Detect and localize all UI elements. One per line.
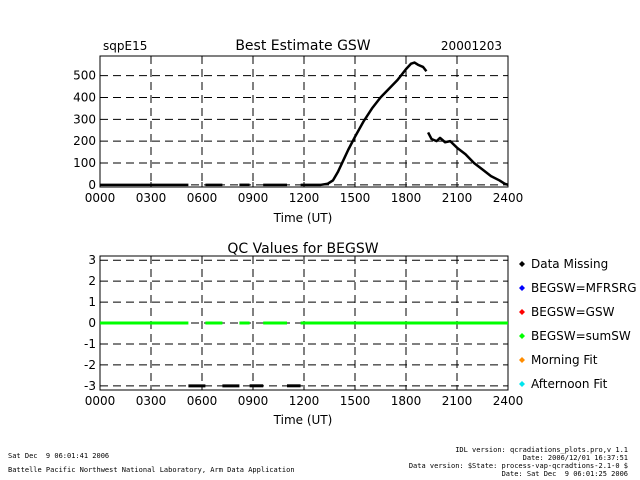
bottom-x-tick-label: 0600 <box>187 394 218 408</box>
top-x-tick-label: 0000 <box>85 191 116 205</box>
station-label: sqpE15 <box>103 39 147 53</box>
footer-right-line2: Date: 2006/12/01 16:37:51 <box>522 454 628 462</box>
bottom-x-tick-label: 1200 <box>289 394 320 408</box>
top-y-tick-label: 100 <box>73 156 96 170</box>
bottom-x-tick-label: 2400 <box>493 394 524 408</box>
footer-left-line2: Battelle Pacific Northwest National Labo… <box>8 466 295 474</box>
top-plot-area: 0000 0300 0600 0900 1200 1500 1800 2100 2400 0 100… <box>73 55 524 205</box>
legend-label: BEGSW=MFRSRG <box>531 281 637 295</box>
bottom-y-tick-label: 3 <box>88 253 96 267</box>
legend-label: Morning Fit <box>531 353 598 367</box>
top-x-tick-label: 1200 <box>289 191 320 205</box>
bottom-chart-title: QC Values for BEGSW <box>227 241 378 257</box>
top-y-tick-label: 300 <box>73 112 96 126</box>
legend-diamond-icon <box>519 261 525 267</box>
date-label: 20001203 <box>441 39 502 53</box>
top-x-axis-label: Time (UT) <box>273 211 333 225</box>
top-x-tick-label: 1800 <box>391 191 422 205</box>
top-x-tick-label: 2100 <box>442 191 473 205</box>
footer-right-line4: Date: Sat Dec 9 06:01:25 2006 <box>501 470 628 478</box>
top-chart-title: Best Estimate GSW <box>235 38 370 54</box>
top-y-tick-label: 0 <box>88 178 96 192</box>
legend-diamond-icon <box>519 333 525 339</box>
top-x-tick-label: 0900 <box>238 191 269 205</box>
bottom-plot-area: 0000 0300 0600 0900 1200 1500 1800 2100 2400 -3 -2… <box>84 253 523 408</box>
bottom-x-tick-label: 2100 <box>442 394 473 408</box>
top-x-tick-label: 0300 <box>136 191 167 205</box>
legend-label: Data Missing <box>531 257 608 271</box>
bottom-x-tick-label: 0900 <box>238 394 269 408</box>
legend-diamond-icon <box>519 357 525 363</box>
data-series-line <box>300 61 428 187</box>
top-x-tick-label: 2400 <box>493 191 524 205</box>
bottom-x-tick-label: 0300 <box>136 394 167 408</box>
bottom-y-tick-label: 0 <box>88 316 96 330</box>
top-y-tick-label: 500 <box>73 69 96 83</box>
bottom-y-tick-label: -2 <box>84 358 96 372</box>
top-x-tick-label: 0600 <box>187 191 218 205</box>
legend-diamond-icon <box>519 285 525 291</box>
top-y-tick-label: 400 <box>73 90 96 104</box>
bottom-y-tick-label: -3 <box>84 379 96 393</box>
legend-label: Afternoon Fit <box>531 377 608 391</box>
bottom-x-axis-label: Time (UT) <box>273 413 333 427</box>
legend-diamond-icon <box>519 381 525 387</box>
legend-diamond-icon <box>519 309 525 315</box>
footer-right-line1: IDL version: qcradiations_plots.pro,v 1.… <box>455 446 628 454</box>
bottom-y-tick-label: 2 <box>88 274 96 288</box>
bottom-y-tick-label: 1 <box>88 295 96 309</box>
bottom-y-tick-label: -1 <box>84 337 96 351</box>
bottom-x-tick-label: 1800 <box>391 394 422 408</box>
footer-right-line3: Data version: $State: process-vap-qcradt… <box>408 462 628 470</box>
footer-left-line1: Sat Dec 9 06:01:41 2006 <box>8 452 110 460</box>
bottom-x-tick-label: 0000 <box>85 394 116 408</box>
legend-label: BEGSW=GSW <box>531 305 615 319</box>
top-y-tick-label: 200 <box>73 134 96 148</box>
data-series-line <box>426 131 509 187</box>
bottom-x-tick-label: 1500 <box>340 394 371 408</box>
legend: Data Missing BEGSW=MFRSRG BEGSW=GSW BEGSW=s… <box>519 257 637 391</box>
top-x-tick-label: 1500 <box>340 191 371 205</box>
legend-label: BEGSW=sumSW <box>531 329 631 343</box>
